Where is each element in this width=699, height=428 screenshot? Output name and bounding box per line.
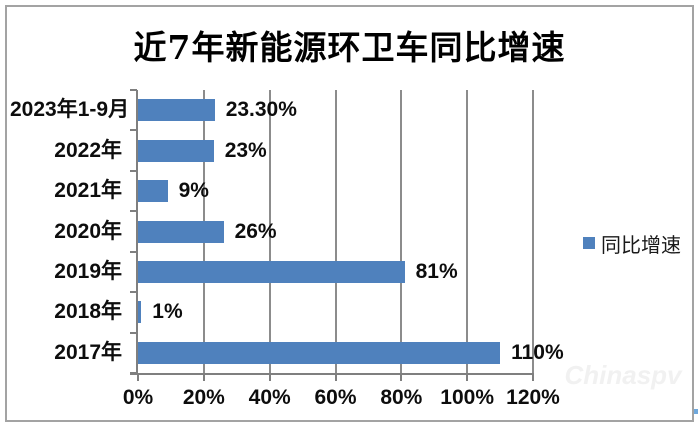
y-axis-tick (130, 210, 137, 213)
x-axis-tick (532, 373, 534, 381)
x-axis-tick-label: 20% (182, 386, 225, 409)
gridline (466, 90, 469, 373)
category-label: 2019年 (54, 259, 122, 283)
gridline (268, 90, 271, 373)
x-axis-tick-label: 0% (122, 386, 154, 409)
bar-value-label: 81% (415, 259, 458, 283)
x-axis-tick-label: 100% (440, 386, 495, 409)
y-axis-line (136, 90, 138, 374)
x-axis-tick (137, 373, 139, 381)
bar (138, 139, 214, 162)
x-axis-tick-label: 60% (314, 386, 357, 409)
bar (138, 99, 215, 122)
bar (138, 220, 224, 243)
category-label: 2018年 (54, 300, 122, 324)
legend-swatch-icon (583, 237, 595, 249)
bar-value-label: 26% (234, 219, 277, 243)
selection-handle (694, 409, 698, 414)
y-axis-tick (130, 169, 137, 172)
y-axis-tick (130, 250, 137, 253)
x-axis-line (130, 373, 533, 375)
x-axis-tick-label: 80% (380, 386, 423, 409)
category-label: 2017年 (54, 340, 122, 364)
y-axis-tick (130, 129, 137, 132)
x-axis-tick-label: 120% (506, 386, 560, 409)
bar-value-label: 110% (511, 340, 564, 364)
bar-value-label: 1% (152, 300, 183, 324)
chart-title: 近7年新能源环卫车同比增速 (133, 28, 566, 67)
x-axis-tick (466, 373, 469, 381)
legend: 同比增速 (583, 231, 681, 257)
category-label: 2020年 (54, 219, 122, 243)
bar (138, 341, 501, 364)
bar-value-label: 23.30% (225, 98, 297, 122)
category-label: 2023年1-9月 (10, 98, 130, 122)
bar (138, 260, 405, 283)
y-axis-tick (130, 331, 137, 334)
bar-value-label: 23% (224, 138, 267, 162)
x-axis-tick-label: 40% (248, 386, 291, 409)
y-axis-tick (130, 291, 137, 294)
category-label: 2022年 (54, 138, 122, 162)
x-axis-tick (400, 373, 403, 381)
x-axis-tick (268, 373, 271, 381)
x-axis-tick (334, 373, 337, 381)
gridline (400, 90, 403, 373)
gridline (532, 90, 534, 373)
x-axis-tick (202, 373, 205, 381)
category-label: 2021年 (54, 179, 122, 203)
bar (138, 301, 142, 324)
bar (138, 180, 168, 203)
bar-value-label: 9% (178, 179, 209, 203)
y-axis-tick (130, 89, 137, 91)
legend-label: 同比增速 (601, 234, 681, 257)
gridline (334, 90, 337, 373)
